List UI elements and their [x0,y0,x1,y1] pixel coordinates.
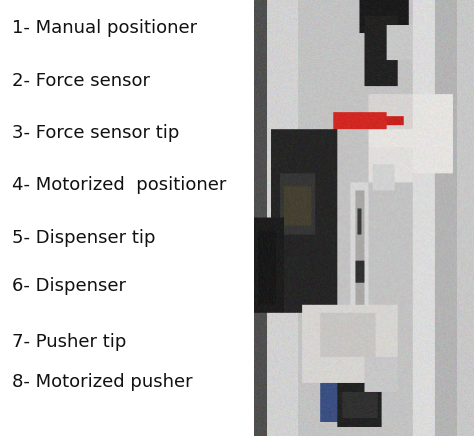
Text: 5: 5 [264,224,273,238]
Text: 8: 8 [292,387,301,402]
Text: 3- Force sensor tip: 3- Force sensor tip [12,124,179,142]
Text: 5- Dispenser tip: 5- Dispenser tip [12,228,155,247]
Text: 8- Motorized pusher: 8- Motorized pusher [12,372,192,391]
Text: 6: 6 [264,261,273,276]
Text: 1: 1 [301,21,310,36]
Text: 4- Motorized  positioner: 4- Motorized positioner [12,176,226,194]
Text: 4: 4 [266,187,276,201]
Text: 2: 2 [273,132,282,147]
Text: 7- Pusher tip: 7- Pusher tip [12,333,126,351]
Text: 6- Dispenser: 6- Dispenser [12,276,126,295]
Text: 7: 7 [287,352,296,367]
Text: 1- Manual positioner: 1- Manual positioner [12,19,197,37]
Text: 2- Force sensor: 2- Force sensor [12,72,150,90]
Text: 3: 3 [269,156,279,171]
